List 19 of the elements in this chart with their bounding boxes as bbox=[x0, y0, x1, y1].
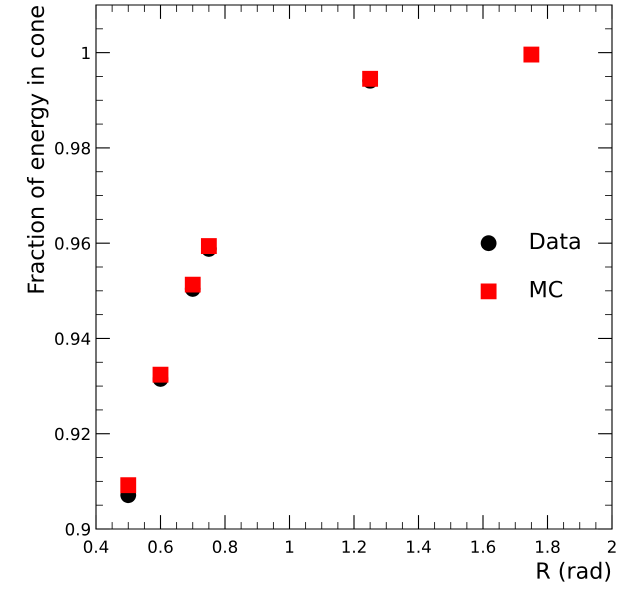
y-tick-label: 1 bbox=[82, 46, 90, 59]
x-tick-label: 1.6 bbox=[472, 540, 496, 554]
legend-label: MC bbox=[530, 280, 562, 298]
x-tick-label: 0.6 bbox=[148, 540, 173, 554]
x-tick-label: 2 bbox=[608, 540, 616, 553]
y-tick-label: 0.98 bbox=[55, 142, 90, 154]
y-tick-label: 0.9 bbox=[66, 522, 90, 536]
x-tick-label: 0.4 bbox=[84, 540, 108, 554]
legend-label: Data bbox=[530, 232, 580, 250]
y-tick-label: 0.92 bbox=[55, 428, 90, 440]
y-axis-title: Fraction of energy in cone bbox=[26, 6, 48, 292]
x-tick-label: 0.8 bbox=[212, 540, 238, 554]
y-tick-label: 0.96 bbox=[55, 237, 90, 250]
x-tick-label: 1.2 bbox=[342, 540, 366, 553]
x-tick-label: 1 bbox=[286, 540, 294, 553]
x-axis-title: R (rad) bbox=[537, 562, 610, 582]
x-tick-label: 1.4 bbox=[407, 540, 431, 553]
y-tick-label: 0.94 bbox=[55, 332, 90, 346]
x-tick-label: 1.8 bbox=[536, 540, 560, 554]
